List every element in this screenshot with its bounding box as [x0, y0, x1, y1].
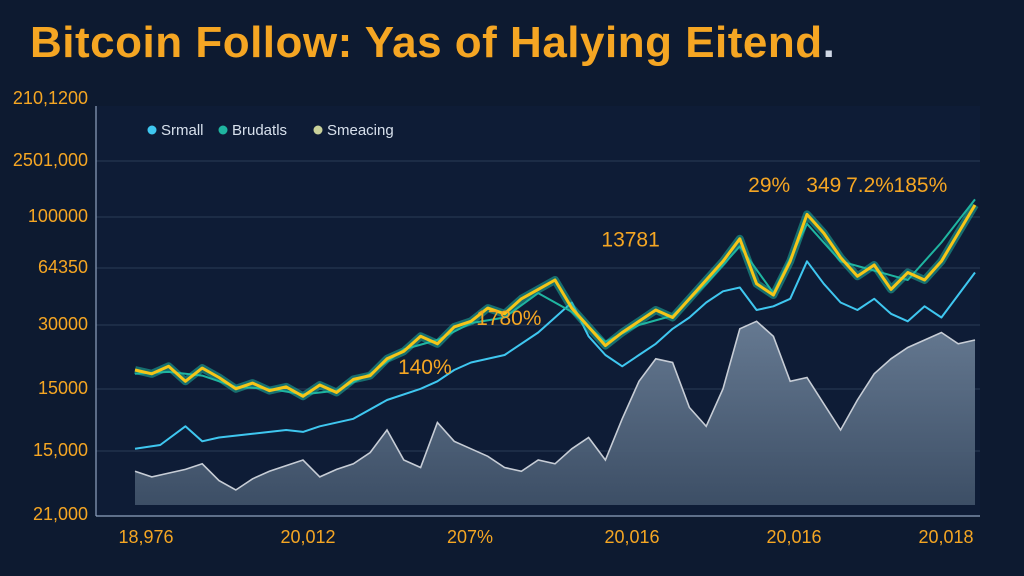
annotations: 140% 1780% 13781 29% 349 7.2% 185%: [398, 174, 947, 379]
annotation-label: 7.2%: [846, 174, 894, 197]
legend-label: Srmall: [161, 122, 204, 139]
legend: Srmall Brudatls Smeacing: [147, 122, 394, 139]
y-tick-label: 21,000: [33, 504, 88, 524]
series-line-srmall: [134, 204, 977, 398]
y-tick-label: 30000: [38, 314, 88, 334]
area-layer: [134, 320, 976, 505]
chart-title: Bitcoin Follow: Yas of Halying Eitend.: [30, 18, 836, 67]
annotation-label: 140%: [398, 356, 452, 379]
legend-swatch: [313, 125, 323, 135]
annotation-label: 13781: [601, 228, 659, 251]
annotation-label: 1780%: [476, 307, 541, 330]
annotation-label: 29%: [748, 174, 790, 197]
legend-label: Brudatls: [232, 122, 287, 139]
x-tick-label: 20,012: [280, 527, 335, 547]
x-tick-label: 20,016: [766, 527, 821, 547]
annotation-label: 185%: [894, 174, 948, 197]
x-tick-labels: 18,976 20,012 207% 20,016 20,016 20,018: [118, 527, 973, 547]
x-tick-label: 207%: [447, 527, 493, 547]
y-tick-label: 100000: [28, 206, 88, 226]
x-tick-label: 18,976: [118, 527, 173, 547]
series-lines: [134, 198, 979, 450]
y-tick-label: 15000: [38, 378, 88, 398]
y-tick-label: 2501,000: [13, 150, 88, 170]
series-line-smeacing: [134, 260, 976, 450]
y-tick-label: 15,000: [33, 440, 88, 460]
area-fill: [135, 321, 975, 505]
y-tick-labels: 210,1200 2501,000 100000 64350 30000 15000 15,…: [13, 88, 88, 524]
y-tick-label: 64350: [38, 257, 88, 277]
legend-swatch: [218, 125, 228, 135]
annotation-label: 349: [806, 174, 841, 197]
area-line: [134, 320, 976, 491]
y-tick-label: 210,1200: [13, 88, 88, 108]
legend-label: Smeacing: [327, 122, 394, 139]
axes: [95, 106, 980, 517]
x-tick-label: 20,018: [918, 527, 973, 547]
legend-swatch: [147, 125, 157, 135]
x-tick-label: 20,016: [604, 527, 659, 547]
